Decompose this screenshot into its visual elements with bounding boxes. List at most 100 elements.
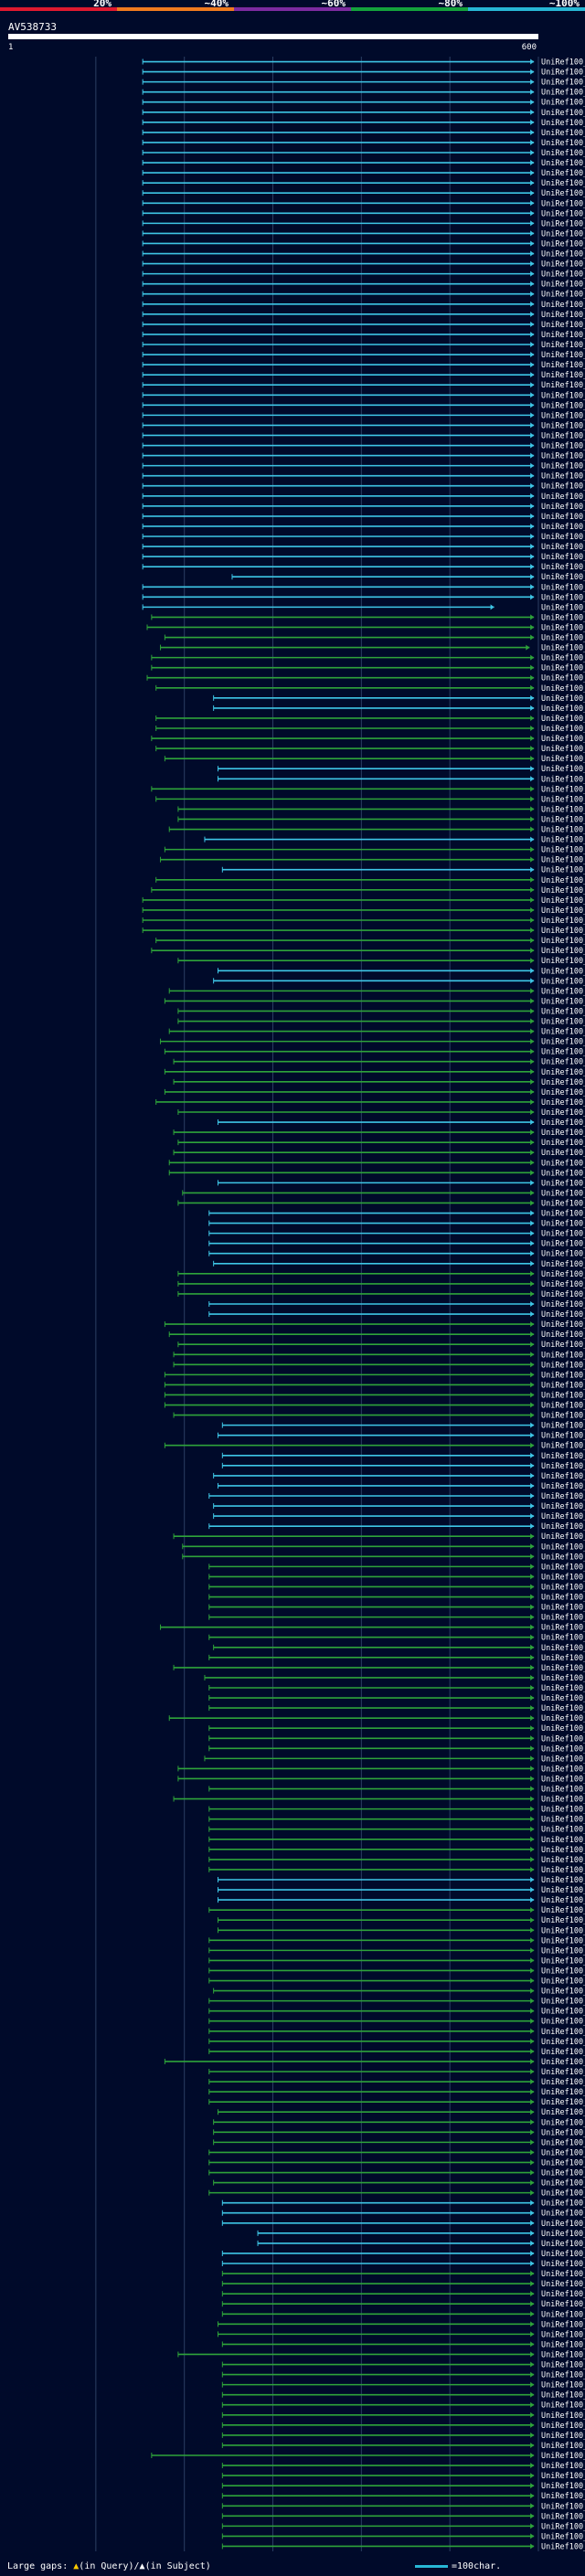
hit-row: UniRef100_B9X3T7 (221, 2542, 585, 2551)
hit-label: UniRef100_UP1000... (541, 1936, 585, 1945)
hit-arrowhead (530, 2179, 535, 2186)
hit-row: UniRef100_Q7MY05 (208, 1654, 585, 1663)
hit-label: UniRef100_A9TFY0 (541, 553, 585, 562)
hit-row: UniRef100_B8LM13 (142, 321, 585, 330)
hit-arrowhead (530, 1705, 535, 1712)
hit-label: UniRef100_Q0VP18 (541, 1563, 585, 1572)
hit-row: UniRef100_B1J2V4 (182, 1553, 585, 1562)
hit-row: UniRef100_B4FLW0 (142, 583, 585, 592)
hit-label: UniRef100_UP1000... (541, 856, 585, 865)
hit-label: UniRef100_Q1LTT1 (541, 1542, 585, 1552)
hit-arrowhead (530, 1927, 535, 1934)
hit-arrowhead (530, 664, 535, 671)
hit-label: UniRef100_A4WB38 (541, 1502, 585, 1511)
hit-row: UniRef100_Q9AZ88 (151, 654, 585, 663)
hit-arrowhead (530, 412, 535, 419)
hit-label: UniRef100_B6B424 (541, 1977, 585, 1987)
hit-row: UniRef100_Q8W5E4 (142, 301, 585, 310)
hit-arrowhead (530, 1210, 535, 1216)
hit-arrowhead (530, 331, 535, 337)
hit-label: UniRef100_A2ZGC5 (541, 715, 585, 724)
scale-legend: =100char. (415, 2561, 501, 2571)
hit-row: UniRef100_C1QSY6 (173, 1412, 585, 1421)
hit-arrowhead (530, 1725, 535, 1732)
hit-label: UniRef100_C7CJ56 (541, 2058, 585, 2067)
hit-label: UniRef100_C1MHL4 (541, 674, 585, 684)
hit-row: UniRef100_C4X4M6 (173, 1664, 585, 1673)
hit-arrowhead (530, 1190, 535, 1196)
hit-label: UniRef100_Q7MY05 (541, 1654, 585, 1663)
hit-label: UniRef100_Q6STL5 (541, 482, 585, 492)
hit-label: UniRef100_UP1000... (541, 2391, 585, 2401)
hit-label: UniRef100_C4N6C5 (541, 1098, 585, 1108)
hit-row: UniRef100_UP1000... (142, 442, 585, 451)
hit-row: UniRef100_C5TX07 (142, 917, 585, 926)
hit-arrowhead (530, 2089, 535, 2095)
hit-arrowhead (530, 139, 535, 145)
hit-label: UniRef100_C0DUD0 (541, 1744, 585, 1754)
hit-label: UniRef100_Q9A1Y9 (541, 462, 585, 472)
hit-arrowhead (530, 1331, 535, 1338)
hit-label: UniRef100_Q2NGW7 (541, 1310, 585, 1320)
hit-arrowhead (530, 1352, 535, 1358)
hit-row: UniRef100_A7R130 (164, 997, 585, 1006)
hit-arrowhead (530, 352, 535, 358)
hit-row: UniRef100_B8K6R0 (204, 1754, 585, 1764)
hit-arrowhead (530, 1644, 535, 1650)
hit-label: UniRef100_Q10250-2 (541, 2240, 585, 2249)
hit-arrowhead (530, 2139, 535, 2146)
hit-row: UniRef100_B9ZST3 (155, 937, 585, 946)
hit-row: UniRef100_UP1000... (213, 694, 585, 704)
hit-row: UniRef100_B7Z1N9 (160, 644, 585, 653)
hit-arrowhead (530, 503, 535, 509)
hit-label: UniRef100_A1BHE6 (541, 1250, 585, 1259)
hit-label: UniRef100_A7Q9S4 (541, 603, 585, 612)
hit-arrowhead (530, 1604, 535, 1610)
hit-row: UniRef100_A6NRJ4 (164, 1088, 585, 1097)
hit-arrowhead (530, 2048, 535, 2054)
hit-row: UniRef100_UP1000... (221, 2442, 585, 2451)
hit-label: UniRef100_Q1UUU6 (541, 886, 585, 896)
hit-label: UniRef100_C0DA14 (541, 957, 585, 966)
hit-row: UniRef100_A7Q9S4 (142, 603, 585, 612)
hit-row: UniRef100_C4GN13 (208, 2028, 585, 2037)
hit-label: UniRef100_C4X4M6 (541, 1664, 585, 1673)
hit-row: UniRef100_B5JXJ1 (221, 1422, 585, 1431)
hit-row: UniRef100_A7PSH4 (142, 139, 585, 148)
hit-row: UniRef100_UP1000... (168, 987, 585, 996)
hit-arrowhead (530, 1897, 535, 1903)
hit-label: UniRef100_B1LX44 (541, 2250, 585, 2259)
hit-row: UniRef100_B2VL54 (173, 1129, 585, 1138)
hit-arrowhead (530, 2311, 535, 2317)
hit-arrowhead (530, 260, 535, 267)
hit-label: UniRef100_Q62VL9 (541, 2220, 585, 2229)
hit-arrowhead (530, 1776, 535, 1782)
hit-arrowhead (530, 726, 535, 731)
hit-arrowhead (530, 917, 535, 923)
hit-row: UniRef100_UP1000... (221, 2432, 585, 2441)
hit-label: UniRef100_Q9SZP8 (541, 341, 585, 350)
hit-arrowhead (530, 746, 535, 752)
hit-arrowhead (530, 1280, 535, 1287)
hit-label: UniRef100_B1KQ81 (541, 896, 585, 906)
hit-row: UniRef100_A9R692 (208, 1604, 585, 1613)
hit-row: UniRef100_C1EL17 (221, 2371, 585, 2380)
hit-rows: UniRef100_Q42538UniRef100_Q6UAF8UniRef10… (142, 58, 585, 2551)
hit-arrowhead (530, 1109, 535, 1115)
hit-arrowhead (530, 896, 535, 903)
hit-label: UniRef100_Q8KCI5 (541, 765, 585, 774)
hit-row: UniRef100_A2XZS9 (142, 503, 585, 512)
hit-arrowhead (530, 766, 535, 772)
hit-arrowhead (530, 2058, 535, 2064)
hit-arrowhead (530, 2189, 535, 2196)
hit-label: UniRef100_B4FSK0 (541, 229, 585, 239)
hit-row: UniRef100_B9S9Q4 (142, 411, 585, 420)
hit-row: UniRef100_Q9SL28 (208, 1614, 585, 1623)
hit-arrowhead (530, 1412, 535, 1418)
hit-row: UniRef100_A1AEK9 (208, 1573, 585, 1582)
hit-arrowhead (530, 1917, 535, 1924)
hit-arrowhead (530, 584, 535, 590)
hit-arrowhead (530, 1594, 535, 1600)
hit-label: UniRef100_B9RKW6 (541, 79, 585, 88)
